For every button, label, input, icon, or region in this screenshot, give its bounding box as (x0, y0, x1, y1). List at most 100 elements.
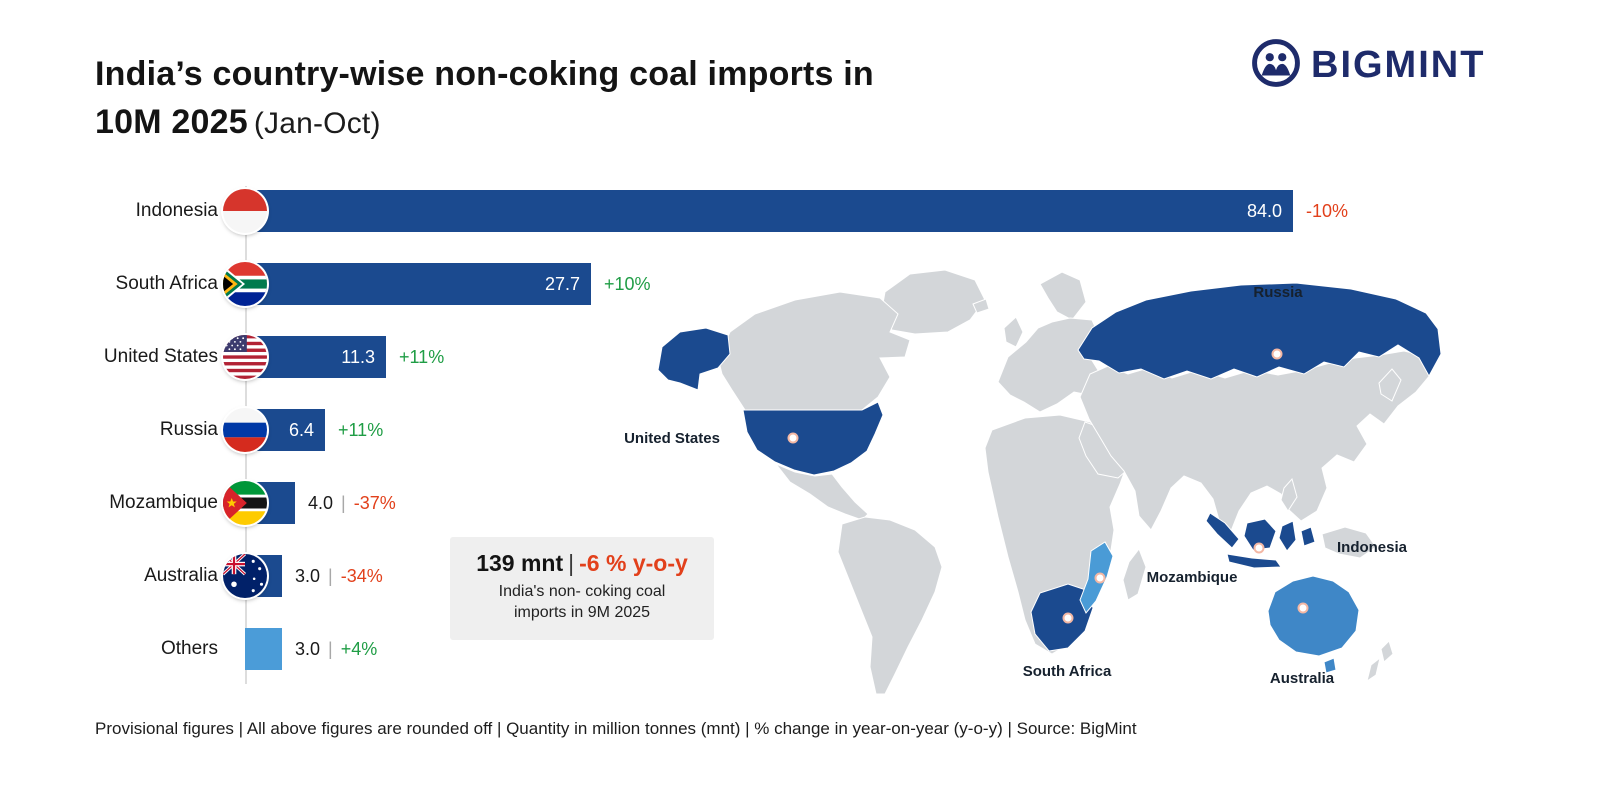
map-label-united-states: United States (624, 430, 720, 447)
map-label-russia: Russia (1253, 284, 1303, 301)
map-mexico (774, 462, 869, 521)
map-scandinavia (1039, 271, 1087, 321)
bar-value-inside: 6.4 (288, 419, 314, 440)
bar-indonesia: 84.0 (245, 190, 1293, 232)
map-uk (1003, 316, 1024, 348)
bar-annotation: | +11% (399, 336, 444, 378)
map-label-australia: Australia (1269, 670, 1335, 687)
bar-south-africa: 27.7 (245, 263, 591, 305)
title-period-bold: 10M 2025 (95, 103, 248, 141)
marker-south-africa (1062, 612, 1074, 624)
map-new-zealand-north (1380, 640, 1394, 663)
marker-indonesia (1253, 542, 1265, 554)
map-south-america (837, 516, 943, 695)
value-change-separator: | (328, 638, 333, 659)
bigmint-wordmark: BIGMINT (1311, 44, 1486, 86)
bar-change: -37% (353, 492, 396, 513)
map-japan (1378, 368, 1402, 402)
bar-row-united-states: United States 11.3 | +11% (0, 335, 1600, 379)
bar-label: Australia (144, 565, 218, 586)
map-russia-highlight (1077, 282, 1442, 380)
summary-change: -6 % y-o-y (579, 550, 688, 576)
map-iceland (972, 298, 990, 314)
bar-annotation: | +10% (604, 263, 651, 305)
map-alaska-highlight (657, 327, 731, 391)
value-change-separator: | (328, 565, 333, 586)
bar-label: Russia (159, 419, 218, 440)
bar-annotation: | +11% (338, 409, 383, 451)
map-tasmania-highlight (1323, 657, 1337, 674)
map-asia (1079, 350, 1432, 532)
australia-flag-icon (223, 554, 267, 598)
map-united-states-highlight (742, 401, 884, 476)
title-period-light: (Jan-Oct) (253, 107, 381, 140)
united-states-flag-icon (223, 335, 267, 379)
bar-change: -34% (340, 565, 383, 586)
bar-value-inside: 11.3 (341, 346, 375, 367)
bar-row-south-africa: South Africa 27.7 | +10% (0, 262, 1600, 306)
bar-change: +11% (338, 419, 384, 440)
map-label-indonesia: Indonesia (1336, 539, 1408, 556)
map-greenland (879, 269, 986, 335)
bar-change: -10% (1306, 200, 1349, 221)
world-map: United States Russia Indonesia Mozambiqu… (580, 262, 1520, 702)
bigmint-logo-icon (1251, 38, 1301, 93)
bar-label: South Africa (115, 273, 218, 294)
summary-total: 139 mnt (476, 550, 564, 576)
bar-change: +11% (399, 346, 445, 367)
mozambique-flag-icon (223, 481, 267, 525)
bar-row-australia: Australia 3.0 | -34% (0, 554, 1600, 598)
bar-value-outside: 3.0 (295, 638, 321, 659)
world-map-svg (657, 269, 1442, 695)
summary-description-line2: imports in 9M 2025 (513, 604, 651, 621)
bar-row-others: Others 3.0 | +4% (0, 628, 1600, 670)
map-madagascar (1122, 547, 1147, 601)
map-label-mozambique: Mozambique (1146, 569, 1238, 586)
title-line-1: India’s country-wise non-coking coal imp… (95, 55, 874, 93)
bar-label: Others (160, 638, 218, 659)
bar-annotation: | -10% (1306, 190, 1348, 232)
marker-russia (1271, 348, 1283, 360)
bar-label: Indonesia (135, 200, 218, 221)
value-change-separator: | (341, 492, 346, 513)
bar-row-indonesia: Indonesia 84.0 | -10% (0, 189, 1600, 233)
bar-value-outside: 4.0 (308, 492, 334, 513)
bar-change: +10% (604, 273, 651, 294)
bar-label: United States (103, 346, 218, 367)
bar-row-russia: Russia 6.4 | +11% (0, 408, 1600, 452)
bar-others (245, 628, 282, 670)
south-africa-flag-icon (223, 262, 267, 306)
bar-united-states: 11.3 (245, 336, 386, 378)
russia-flag-icon (223, 408, 267, 452)
map-australia-highlight (1267, 575, 1360, 657)
indonesia-flag-icon (223, 189, 267, 233)
map-label-south-africa: South Africa (1022, 663, 1112, 680)
map-indonesia-highlight (1205, 512, 1316, 569)
bar-value-outside: 3.0 (295, 565, 321, 586)
map-south-africa-highlight (1030, 583, 1094, 652)
map-europe (997, 317, 1111, 413)
bar-annotation: 3.0 | -34% (295, 555, 383, 597)
bar-value-inside: 27.7 (544, 273, 580, 294)
map-new-zealand-south (1366, 656, 1381, 683)
bar-annotation: 4.0 | -37% (308, 482, 396, 524)
marker-australia (1297, 602, 1309, 614)
title-line-2: 10M 2025 (Jan-Oct) (95, 98, 874, 148)
summary-description-line1: India's non- coking coal (498, 583, 666, 600)
map-new-guinea (1321, 526, 1377, 559)
bar-change: +4% (340, 638, 378, 659)
marker-mozambique (1094, 572, 1106, 584)
bar-label: Mozambique (109, 492, 218, 513)
bar-annotation: 3.0 | +4% (295, 628, 377, 670)
summary-callout: 139 mnt | -6 % y-o-y India's non- coking c… (450, 537, 714, 640)
bar-value-inside: 84.0 (1246, 200, 1282, 221)
map-canada (717, 291, 911, 411)
bar-row-mozambique: Mozambique 4.0 | -37% (0, 481, 1600, 525)
summary-headline: 139 mnt | -6 % y-o-y (450, 550, 714, 577)
marker-united-states (787, 432, 799, 444)
summary-separator: | (568, 550, 575, 576)
footer-note: Provisional figures | All above figures … (95, 719, 1137, 738)
bigmint-logo: BIGMINT (1251, 38, 1485, 93)
page-title: India’s country-wise non-coking coal imp… (95, 50, 874, 148)
